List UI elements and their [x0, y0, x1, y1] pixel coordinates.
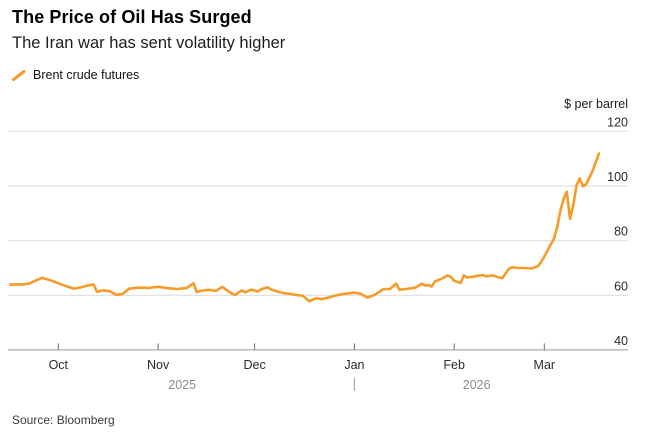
y-axis-unit-label: $ per barrel — [564, 97, 628, 111]
y-tick-label: 60 — [614, 279, 628, 293]
y-tick-label: 100 — [607, 170, 628, 184]
x-axis: Oct Nov Dec Jan Feb Mar 2025 2026 — [49, 343, 555, 392]
y-axis-labels: 120 100 80 60 40 — [607, 115, 628, 348]
x-tick-label: Oct — [49, 358, 69, 372]
chart-legend: Brent crude futures — [11, 68, 139, 82]
y-tick-label: 120 — [607, 115, 628, 129]
x-tick-label: Jan — [344, 358, 364, 372]
x-tick-label: Nov — [147, 358, 170, 372]
x-tick-label: Mar — [534, 358, 556, 372]
y-tick-label: 80 — [614, 225, 628, 239]
chart-title: The Price of Oil Has Surged — [12, 7, 252, 27]
legend-series-label: Brent crude futures — [33, 68, 140, 82]
chart-subtitle: The Iran war has sent volatility higher — [12, 34, 286, 52]
brent-series-line — [8, 152, 601, 303]
x-tick-label: Feb — [443, 358, 465, 372]
y-gridlines — [8, 130, 628, 351]
year-label: 2026 — [463, 378, 491, 392]
y-tick-label: 40 — [614, 334, 628, 348]
year-label: 2025 — [168, 378, 196, 392]
source-note: Source: Bloomberg — [12, 413, 115, 427]
x-tick-label: Dec — [243, 358, 265, 372]
line-series-icon — [12, 69, 26, 81]
